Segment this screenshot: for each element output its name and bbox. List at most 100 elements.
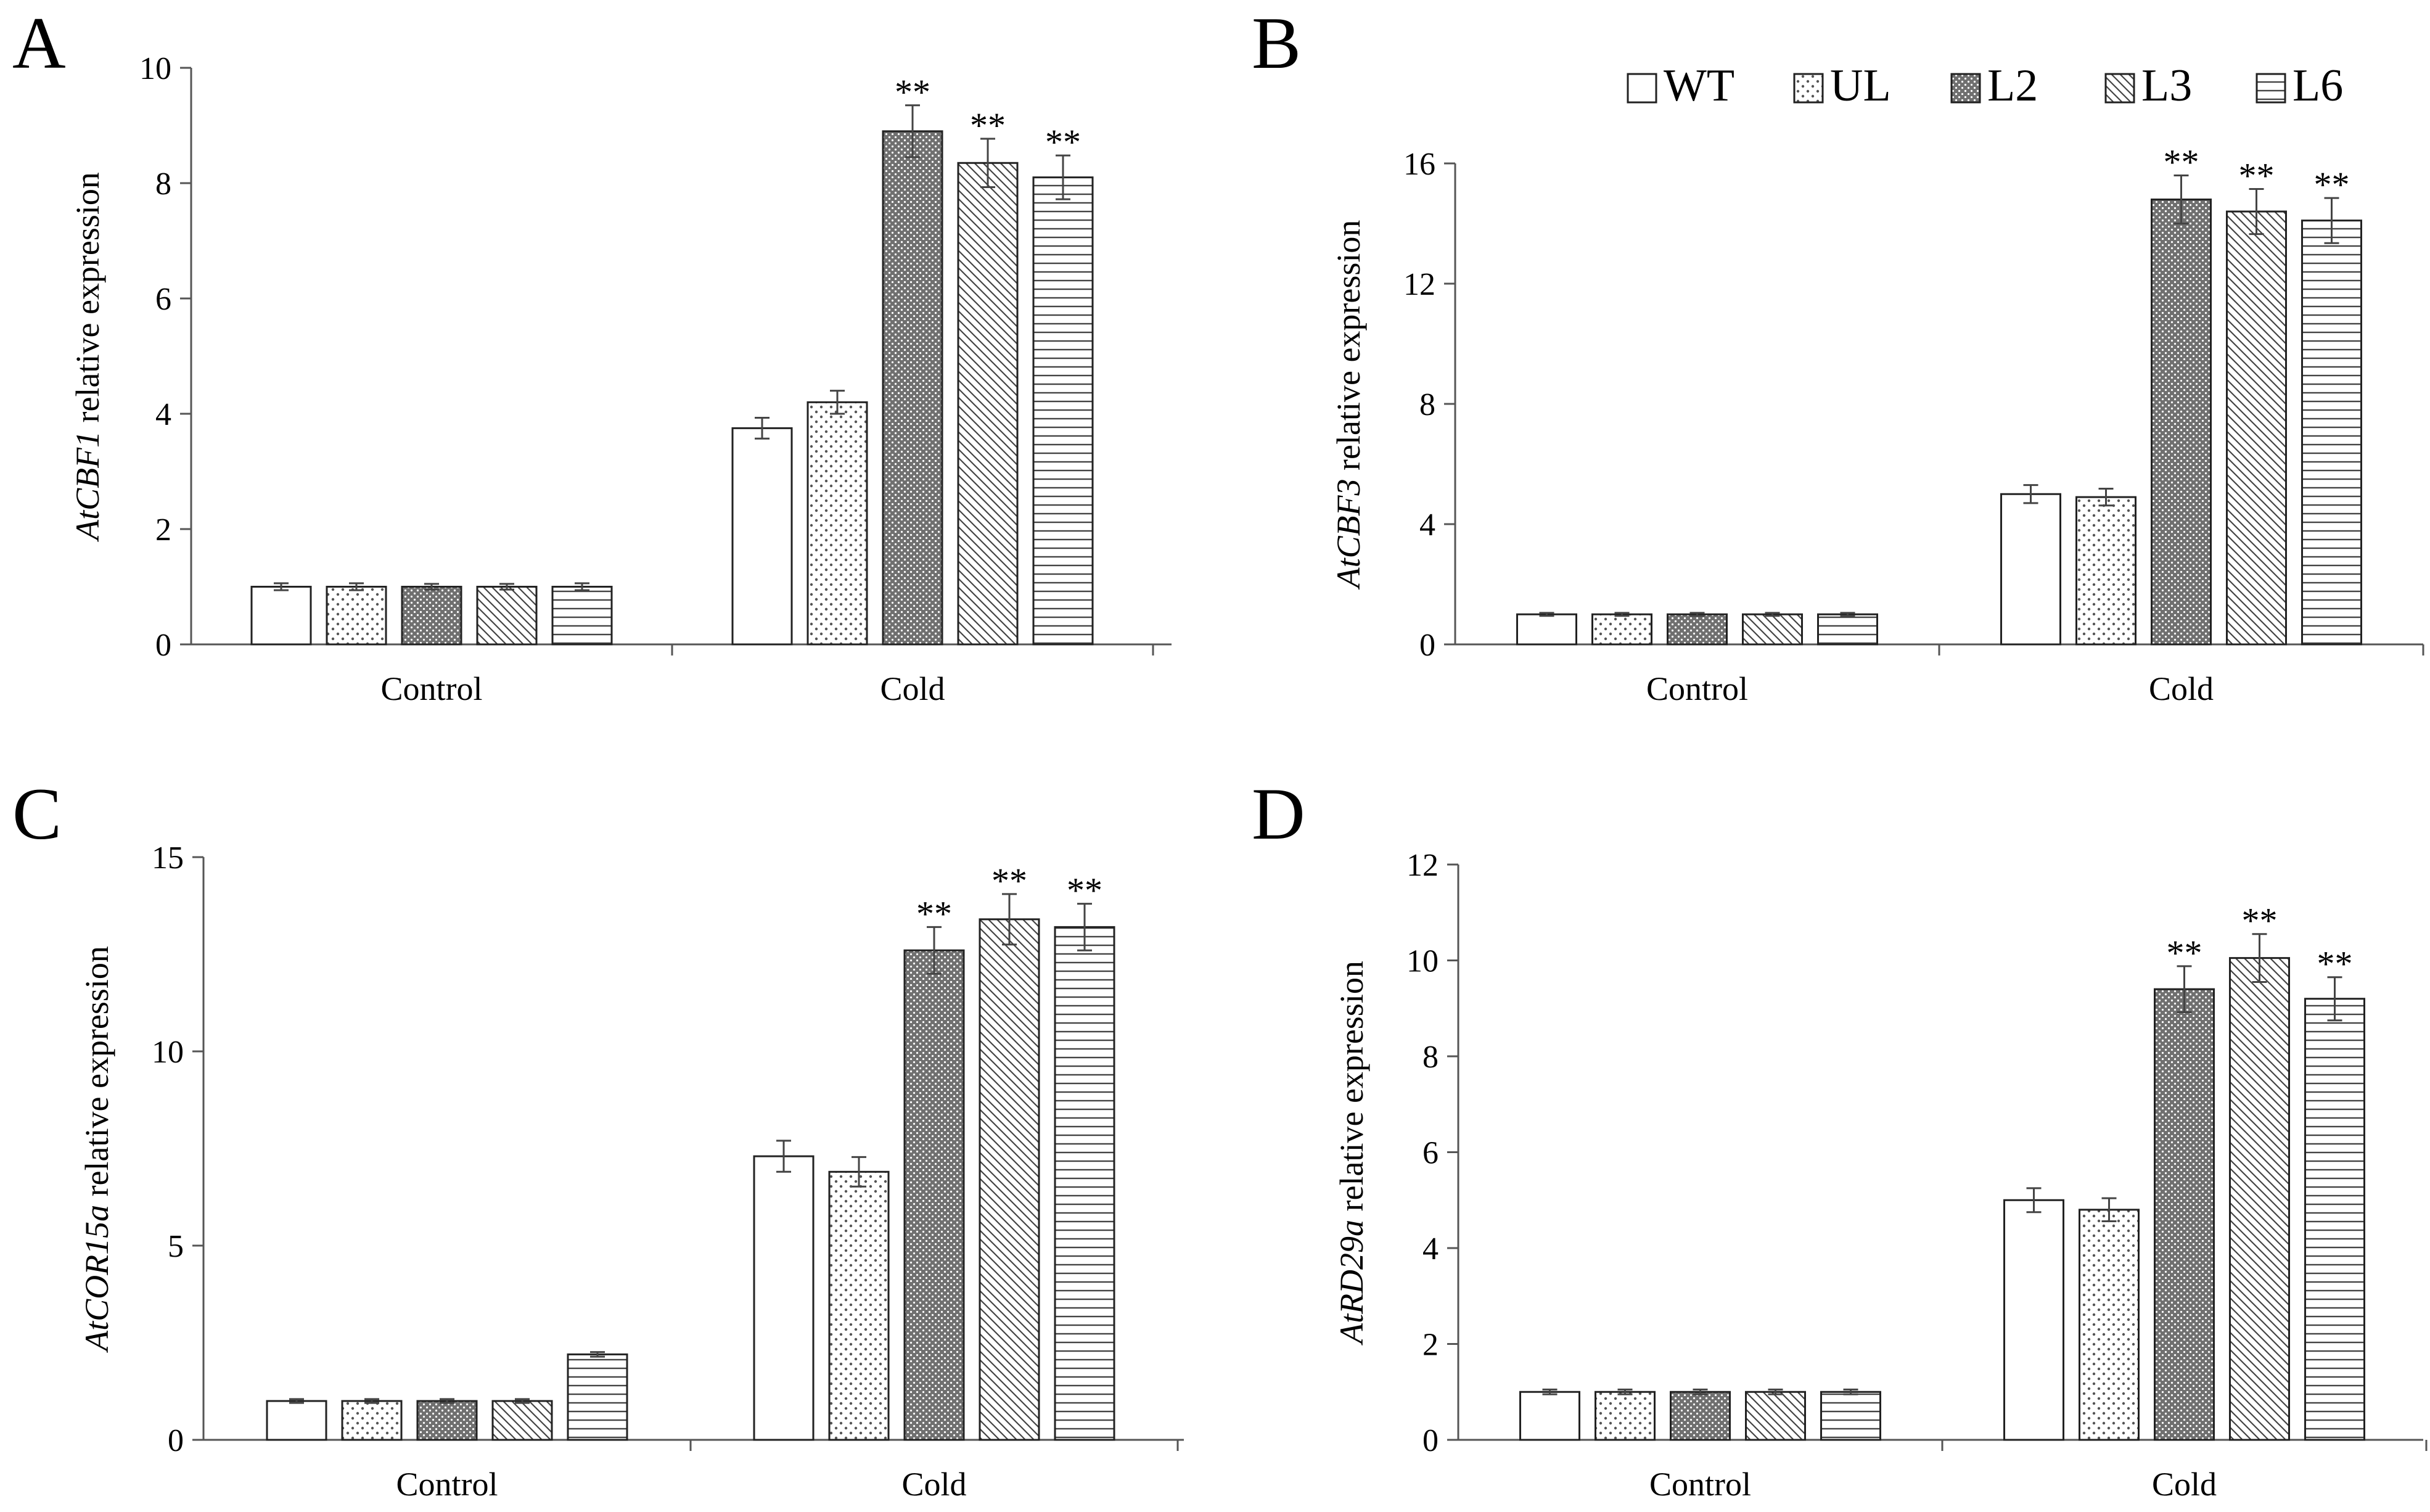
bar-l3-control <box>1742 613 1803 646</box>
y-axis-title-rest: relative expression <box>1333 961 1370 1220</box>
y-axis-gene: AtCOR15a <box>78 1205 115 1353</box>
legend-label-wt: WT <box>1664 60 1734 111</box>
bar-l3-cold <box>957 162 1019 646</box>
bar-l2-control <box>416 1400 478 1441</box>
bar-wt-control <box>250 586 312 646</box>
y-tick-label: 5 <box>168 1229 184 1264</box>
y-axis-title: AtRD29a relative expression <box>1333 961 1370 1346</box>
legend-swatch-l6 <box>2256 73 2286 104</box>
y-tick-label: 2 <box>1422 1328 1439 1363</box>
legend: WT UL L2 L3 L6 <box>1627 60 2343 111</box>
bar-wt-control <box>1519 1391 1580 1441</box>
bar-l2-cold <box>882 130 943 646</box>
bar-l6-control <box>1817 613 1878 646</box>
significance-label: ** <box>970 105 1006 146</box>
y-axis-title: AtCBF1 relative expression <box>69 172 106 542</box>
bar-l3-cold <box>979 918 1040 1441</box>
y-tick-label: 6 <box>155 282 171 317</box>
y-tick-label: 15 <box>152 840 184 876</box>
legend-label-ul: UL <box>1830 60 1891 111</box>
y-tick-label: 10 <box>139 51 171 86</box>
significance-label: ** <box>2242 901 2278 941</box>
category-label: Control <box>1649 1466 1751 1503</box>
legend-label-l6: L6 <box>2292 60 2343 111</box>
legend-label-l2: L2 <box>1987 60 2038 111</box>
bar-ul-control <box>326 586 387 646</box>
bar-ul-control <box>1595 1391 1656 1441</box>
significance-label: ** <box>2167 933 2202 973</box>
bar-ul-control <box>341 1400 403 1441</box>
y-axis-gene: AtCBF3 <box>1330 479 1367 590</box>
y-tick-label: 10 <box>1406 944 1439 979</box>
bar-l3-cold <box>2226 210 2287 646</box>
bar-wt-cold <box>2003 1199 2064 1441</box>
bar-l2-control <box>1670 1391 1731 1441</box>
category-label: Control <box>380 670 482 707</box>
panel-a: A 0 2 4 6 8 10 AtCBF1 relative expression Contro… <box>12 2 1172 707</box>
bar-l2-cold <box>903 949 965 1441</box>
category-label: Cold <box>880 670 945 707</box>
legend-swatch-l3 <box>2104 73 2135 104</box>
bar-l6-cold <box>1054 926 1115 1441</box>
y-tick-label: 4 <box>155 397 171 432</box>
bar-ul-cold <box>807 401 868 646</box>
significance-label: ** <box>991 861 1027 901</box>
bar-wt-control <box>266 1400 327 1441</box>
y-tick-label: 8 <box>155 166 171 202</box>
y-tick-label: 10 <box>152 1035 184 1070</box>
panel-d: D 0 2 4 6 8 10 12 AtRD29a relative expression Con… <box>1252 773 2428 1503</box>
significance-label: ** <box>916 894 952 934</box>
bar-l2-cold <box>2154 988 2215 1441</box>
y-tick-label: 12 <box>1406 848 1439 883</box>
bar-wt-control <box>1516 613 1577 646</box>
significance-label: ** <box>2239 155 2275 195</box>
bar-l6-cold <box>2301 220 2362 646</box>
panel-letter: D <box>1252 773 1305 855</box>
bar-ul-cold <box>828 1170 890 1441</box>
y-axis-title: AtCOR15a relative expression <box>78 946 115 1353</box>
y-tick-label: 8 <box>1422 1040 1439 1075</box>
category-label: Cold <box>901 1466 966 1503</box>
significance-label: ** <box>895 72 930 112</box>
y-axis-gene: AtCBF1 <box>69 431 106 542</box>
bar-l6-cold <box>1032 176 1094 646</box>
category-label: Cold <box>2152 1466 2217 1503</box>
y-tick-label: 12 <box>1403 267 1435 302</box>
bar-ul-control <box>1591 613 1652 646</box>
y-tick-label: 6 <box>1422 1136 1439 1171</box>
significance-label: ** <box>2164 142 2199 183</box>
panel-letter: A <box>12 2 66 84</box>
y-axis-title-rest: relative expression <box>78 946 115 1205</box>
legend-label-l3: L3 <box>2141 60 2192 111</box>
y-tick-label: 0 <box>1419 628 1435 663</box>
bar-l2-control <box>401 586 462 646</box>
y-axis-title: AtCBF3 relative expression <box>1330 220 1367 590</box>
bar-wt-cold <box>2000 493 2061 646</box>
y-tick-label: 0 <box>168 1423 184 1458</box>
panel-letter: C <box>12 773 62 855</box>
significance-label: ** <box>2314 165 2350 205</box>
category-label: Control <box>1646 670 1748 707</box>
panel-b: B 0 4 8 12 16 AtCBF3 relative expression Contro… <box>1252 2 2424 707</box>
y-axis-title-rest: relative expression <box>69 172 106 431</box>
legend-swatch-l2 <box>1950 73 1981 104</box>
y-tick-label: 0 <box>155 628 171 663</box>
y-tick-label: 0 <box>1422 1423 1439 1458</box>
bar-wt-cold <box>731 427 793 646</box>
bar-ul-cold <box>2079 1209 2140 1441</box>
legend-swatch-ul <box>1793 73 1824 104</box>
bar-l6-cold <box>2304 998 2365 1441</box>
y-tick-label: 4 <box>1419 507 1435 543</box>
significance-label: ** <box>1045 122 1081 162</box>
significance-label: ** <box>2317 944 2353 984</box>
bar-l2-cold <box>2151 199 2212 646</box>
significance-label: ** <box>1067 871 1102 911</box>
y-axis-title-rest: relative expression <box>1330 220 1367 479</box>
y-tick-label: 16 <box>1403 147 1435 182</box>
bar-l2-control <box>1667 613 1728 646</box>
legend-swatch-wt <box>1627 73 1657 104</box>
y-tick-label: 4 <box>1422 1231 1439 1267</box>
bar-l6-control <box>1820 1391 1881 1441</box>
bar-l6-control <box>567 1353 628 1441</box>
